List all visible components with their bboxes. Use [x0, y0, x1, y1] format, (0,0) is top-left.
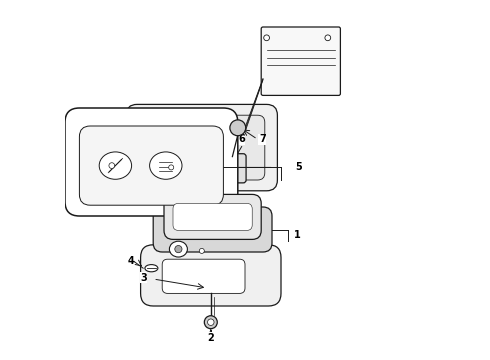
Text: 2: 2 [207, 333, 214, 343]
Ellipse shape [99, 152, 132, 179]
Text: 1: 1 [294, 230, 300, 240]
FancyBboxPatch shape [162, 259, 245, 293]
Ellipse shape [145, 265, 158, 272]
FancyBboxPatch shape [126, 104, 277, 191]
FancyBboxPatch shape [65, 108, 238, 216]
Circle shape [169, 165, 174, 170]
Circle shape [325, 35, 331, 41]
Ellipse shape [149, 152, 182, 179]
Text: 5: 5 [295, 162, 302, 172]
FancyBboxPatch shape [139, 115, 265, 180]
Text: 6: 6 [238, 134, 245, 144]
Circle shape [230, 120, 245, 136]
FancyBboxPatch shape [141, 245, 281, 306]
FancyBboxPatch shape [173, 203, 252, 230]
Circle shape [109, 163, 115, 168]
FancyBboxPatch shape [153, 207, 272, 252]
Circle shape [208, 319, 214, 325]
Text: 3: 3 [140, 273, 147, 283]
FancyBboxPatch shape [261, 27, 341, 95]
Ellipse shape [170, 241, 187, 257]
Circle shape [264, 35, 270, 41]
FancyBboxPatch shape [219, 154, 246, 183]
Text: 4: 4 [127, 256, 134, 266]
Text: 7: 7 [259, 134, 266, 144]
Circle shape [175, 246, 182, 253]
Circle shape [199, 248, 204, 253]
Circle shape [204, 316, 217, 329]
FancyBboxPatch shape [79, 126, 223, 205]
FancyBboxPatch shape [164, 194, 261, 239]
